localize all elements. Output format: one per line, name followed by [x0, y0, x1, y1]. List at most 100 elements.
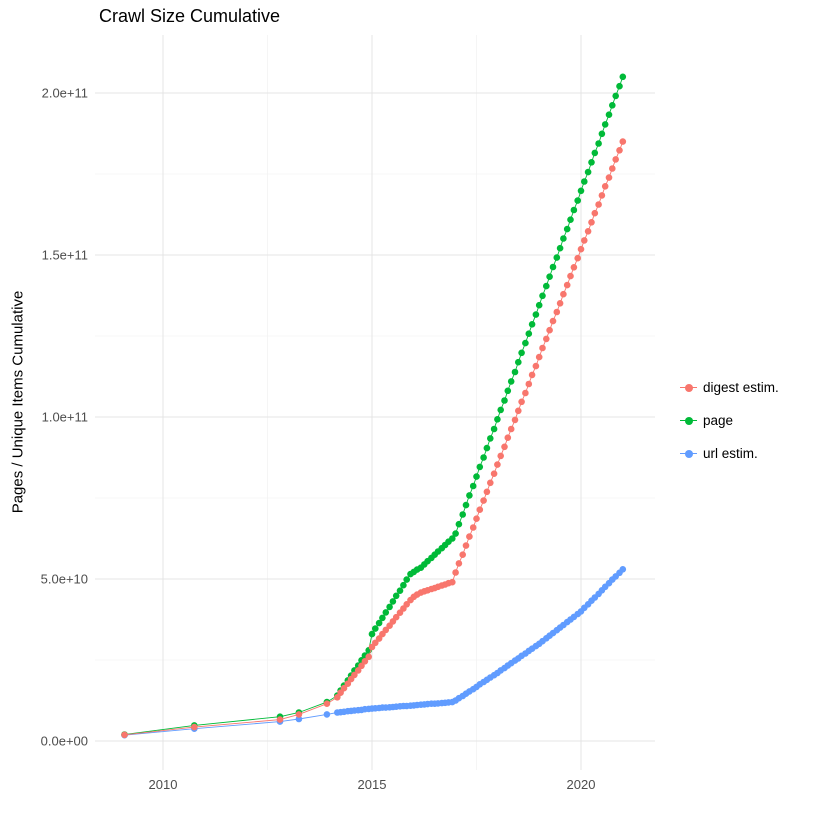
- data-point: [560, 235, 567, 242]
- data-point: [276, 716, 284, 723]
- data-point: [612, 92, 619, 100]
- y-tick-label: 1.0e+11: [42, 410, 88, 425]
- data-point: [605, 111, 613, 118]
- data-point: [522, 389, 529, 397]
- data-point: [323, 711, 331, 718]
- chart-title: Crawl Size Cumulative: [99, 6, 281, 26]
- data-point: [570, 206, 578, 214]
- y-tick-label: 5.0e+10: [41, 572, 88, 587]
- data-point: [358, 662, 365, 670]
- data-point: [525, 330, 533, 338]
- legend-entry-page: page: [680, 412, 779, 429]
- data-point: [487, 479, 494, 487]
- data-point: [595, 140, 602, 147]
- data-point: [340, 684, 348, 692]
- legend-key-digest-estim: [680, 379, 697, 396]
- data-point: [535, 353, 543, 361]
- data-point: [549, 317, 557, 325]
- data-point: [560, 290, 567, 298]
- data-point: [462, 542, 470, 549]
- data-point: [539, 344, 546, 352]
- data-point: [574, 254, 581, 262]
- data-point: [351, 671, 358, 679]
- x-tick-label: 2020: [567, 777, 596, 792]
- data-point: [483, 488, 491, 496]
- data-point: [504, 434, 512, 442]
- data-point: [556, 300, 564, 307]
- data-point: [567, 216, 574, 223]
- data-point: [532, 311, 540, 318]
- data-point: [553, 308, 561, 316]
- data-point: [501, 443, 508, 451]
- data-point: [619, 566, 627, 573]
- data-point: [403, 601, 411, 608]
- data-point: [476, 463, 484, 471]
- data-point: [480, 454, 487, 461]
- data-point: [612, 156, 619, 163]
- data-point: [396, 587, 404, 594]
- legend-entry-url-estim: url estim.: [680, 445, 779, 462]
- data-point: [361, 658, 369, 665]
- data-point: [591, 209, 599, 217]
- data-point: [392, 592, 400, 600]
- data-point: [295, 715, 303, 723]
- data-point: [577, 187, 585, 195]
- data-point: [494, 416, 501, 423]
- data-point: [507, 378, 515, 385]
- data-point: [619, 138, 627, 145]
- data-point: [619, 73, 627, 81]
- legend-key-url-estim: [680, 445, 697, 462]
- data-point: [601, 121, 609, 128]
- data-point: [581, 237, 588, 244]
- data-point: [483, 444, 491, 452]
- data-point: [563, 281, 571, 289]
- data-point: [449, 535, 456, 542]
- data-point: [466, 533, 473, 540]
- data-point: [497, 406, 505, 414]
- data-point: [473, 515, 480, 522]
- data-point: [591, 149, 599, 157]
- data-point: [595, 201, 602, 208]
- data-point: [525, 380, 533, 388]
- data-point: [372, 639, 379, 647]
- data-point: [567, 272, 574, 280]
- data-point: [480, 497, 487, 504]
- series-url-estim: [121, 566, 627, 739]
- data-point: [476, 506, 484, 513]
- data-point: [334, 694, 341, 701]
- data-point: [295, 711, 303, 718]
- data-point: [546, 326, 553, 334]
- data-point: [598, 130, 606, 138]
- legend-label-page: page: [703, 413, 734, 428]
- data-point: [553, 254, 561, 261]
- data-point: [392, 613, 400, 621]
- y-tick-label: 0.0e+00: [41, 734, 88, 749]
- axis-tick-labels: 2010 2015 2020 0.0e+00 5.0e+10 1.0e+11 1.5e+11…: [41, 86, 596, 793]
- data-point: [372, 625, 379, 632]
- data-point: [511, 416, 519, 424]
- data-point: [577, 245, 585, 253]
- data-point: [588, 159, 595, 166]
- data-point: [507, 425, 515, 433]
- data-point: [556, 244, 564, 252]
- data-point: [449, 578, 456, 586]
- data-point: [535, 301, 543, 309]
- data-point: [543, 335, 550, 343]
- y-tick-label: 1.5e+11: [42, 248, 88, 263]
- data-point: [452, 569, 459, 576]
- data-point: [515, 358, 522, 366]
- data-point: [323, 700, 331, 707]
- y-tick-label: 2.0e+11: [42, 86, 88, 101]
- data-point: [354, 667, 362, 674]
- data-point: [344, 680, 352, 687]
- legend-dot-icon: [684, 416, 693, 425]
- data-point: [609, 165, 616, 172]
- gridlines-major: [95, 35, 655, 770]
- legend-label-digest-estim: digest estim.: [703, 380, 779, 395]
- legend-label-url-estim: url estim.: [703, 446, 758, 461]
- y-axis-title: Pages / Unique Items Cumulative: [9, 290, 27, 514]
- legend: digest estim. page url estim.: [680, 379, 779, 462]
- data-point: [605, 174, 613, 181]
- data-point: [375, 619, 383, 627]
